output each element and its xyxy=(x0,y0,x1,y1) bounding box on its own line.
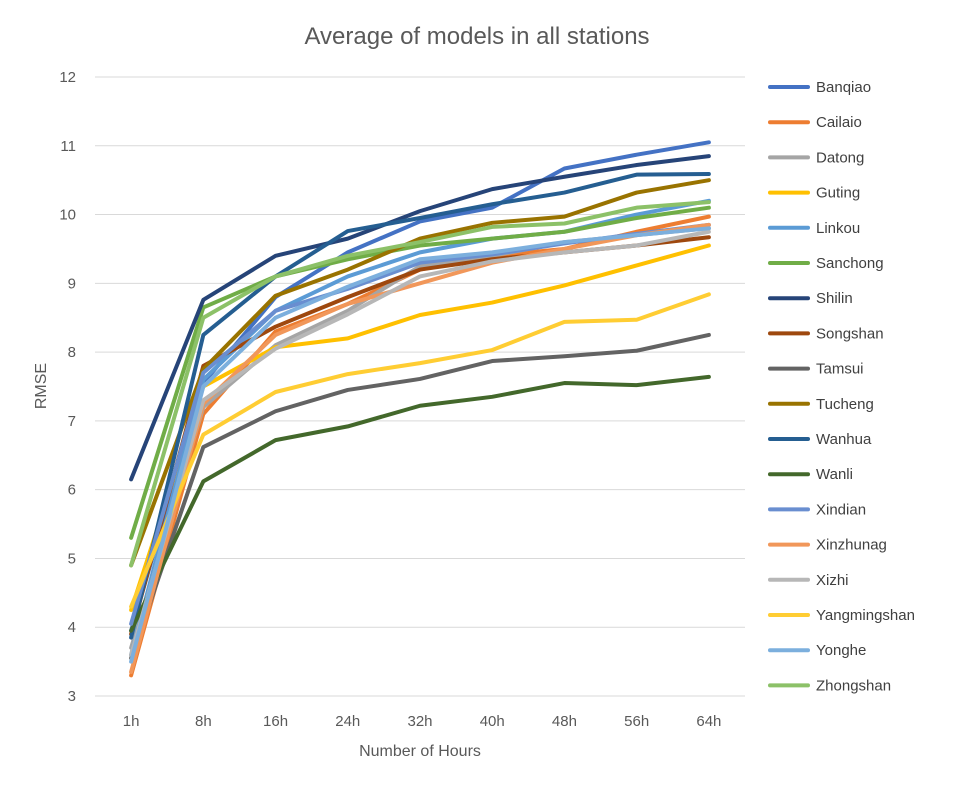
legend-entry-xinzhunag: Xinzhunag xyxy=(768,537,887,554)
series-line-linkou xyxy=(129,198,711,657)
series-line-wanli xyxy=(129,374,711,633)
y-tick-label: 11 xyxy=(60,138,76,155)
legend-entry-tucheng: Tucheng xyxy=(768,396,874,413)
y-axis-label: RMSE xyxy=(33,363,50,409)
x-tick-label: 24h xyxy=(335,713,360,730)
legend-entry-yonghe: Yonghe xyxy=(768,642,866,659)
legend-entry-wanhua: Wanhua xyxy=(768,431,872,448)
y-tick-label: 3 xyxy=(68,688,76,705)
legend-label: Yonghe xyxy=(816,642,866,659)
x-tick-label: 1h xyxy=(123,713,140,730)
legend-entry-yangmingshan: Yangmingshan xyxy=(768,607,915,624)
legend-label: Datong xyxy=(816,149,864,166)
y-tick-label: 6 xyxy=(68,482,76,499)
x-tick-label: 64h xyxy=(696,713,721,730)
series-line-yangmingshan xyxy=(129,292,711,609)
x-tick-label: 8h xyxy=(195,713,212,730)
legend-label: Banqiao xyxy=(816,79,871,96)
legend-label: Tucheng xyxy=(816,396,874,413)
y-tick-label: 12 xyxy=(59,69,76,86)
legend-label: Tamsui xyxy=(816,361,864,378)
x-tick-labels: 1h 8h 16h 24h 32h 40h 48h 56h 64h xyxy=(123,713,722,730)
series-line-wanhua xyxy=(129,171,711,640)
legend-entry-datong: Datong xyxy=(768,149,864,166)
y-tick-label: 7 xyxy=(68,413,76,430)
x-tick-label: 56h xyxy=(624,713,649,730)
x-tick-label: 32h xyxy=(407,713,432,730)
legend-label: Shilin xyxy=(816,290,853,307)
series-line-zhongshan xyxy=(129,200,711,568)
legend-entry-cailaio: Cailaio xyxy=(768,114,862,131)
series-line-xizhi xyxy=(129,229,711,657)
legend-label: Sanchong xyxy=(816,255,884,272)
series-line-guting xyxy=(129,243,711,613)
x-tick-label: 40h xyxy=(480,713,505,730)
y-tick-labels: 3 4 5 6 7 8 9 10 11 12 xyxy=(59,69,76,705)
legend-label: Cailaio xyxy=(816,114,862,131)
y-tick-label: 4 xyxy=(68,619,76,636)
legend-entry-tamsui: Tamsui xyxy=(768,361,864,378)
legend-entry-shilin: Shilin xyxy=(768,290,853,307)
series-line-sanchong xyxy=(129,205,711,540)
series-line-tamsui xyxy=(129,332,711,661)
series-line-cailaio xyxy=(129,214,711,678)
legend: Banqiao Cailaio Datong Guting Linkou Sanchong… xyxy=(768,79,915,694)
y-tick-label: 10 xyxy=(59,207,76,224)
legend-label: Wanli xyxy=(816,466,853,483)
chart-title: Average of models in all stations xyxy=(304,23,649,50)
y-tick-label: 9 xyxy=(68,275,76,292)
legend-entry-songshan: Songshan xyxy=(768,325,884,342)
series-line-shilin xyxy=(129,154,711,482)
legend-entry-zhongshan: Zhongshan xyxy=(768,677,891,694)
x-tick-label: 16h xyxy=(263,713,288,730)
legend-entry-guting: Guting xyxy=(768,185,860,202)
legend-label: Linkou xyxy=(816,220,860,237)
x-tick-label: 48h xyxy=(552,713,577,730)
legend-label: Xizhi xyxy=(816,572,849,589)
series-line-songshan xyxy=(129,235,711,637)
legend-entry-xindian: Xindian xyxy=(768,501,866,518)
y-tick-label: 5 xyxy=(68,550,76,567)
legend-label: Xinzhunag xyxy=(816,537,887,554)
series-line-yonghe xyxy=(129,226,711,664)
x-axis-label: Number of Hours xyxy=(359,743,481,760)
legend-entry-linkou: Linkou xyxy=(768,220,860,237)
legend-label: Zhongshan xyxy=(816,677,891,694)
legend-label: Xindian xyxy=(816,501,866,518)
series-lines xyxy=(129,140,711,678)
legend-entry-sanchong: Sanchong xyxy=(768,255,884,272)
legend-label: Wanhua xyxy=(816,431,872,448)
legend-label: Yangmingshan xyxy=(816,607,915,624)
series-line-tucheng xyxy=(129,178,711,568)
legend-label: Songshan xyxy=(816,325,884,342)
legend-entry-xizhi: Xizhi xyxy=(768,572,849,589)
legend-entry-banqiao: Banqiao xyxy=(768,79,871,96)
legend-entry-wanli: Wanli xyxy=(768,466,853,483)
y-tick-label: 8 xyxy=(68,344,76,361)
gridlines xyxy=(95,76,745,697)
legend-label: Guting xyxy=(816,185,860,202)
